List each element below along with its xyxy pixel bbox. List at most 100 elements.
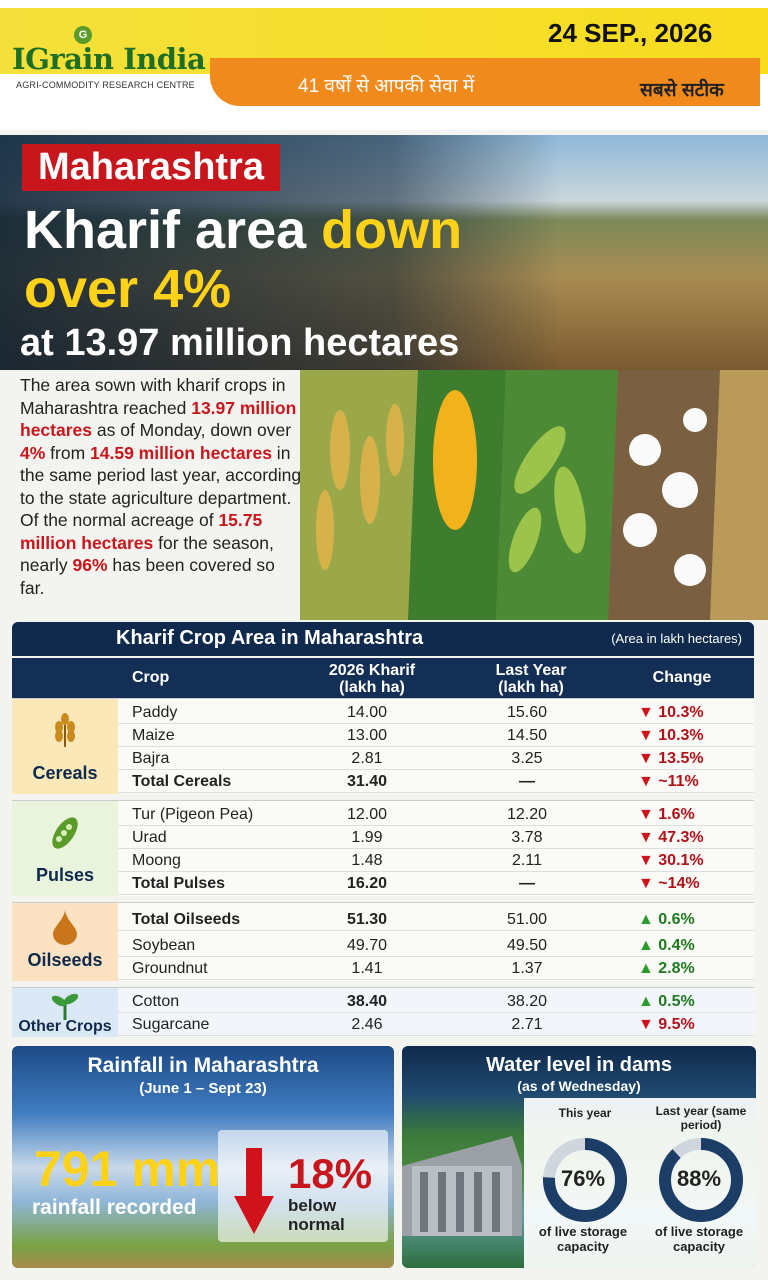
down-arrow-icon: ▼	[638, 829, 659, 846]
dams-ring-panel	[524, 1098, 756, 1268]
crop-group-cereals: Cereals Paddy 14.00 15.60 ▼ 10.3% Maize 13.00 1…	[12, 698, 754, 794]
headline-white: Kharif area	[24, 200, 322, 260]
intro-t6: has been covered so far.	[20, 555, 275, 598]
crop-name: Total Pulses	[132, 875, 226, 892]
crop-group-other-crops: Other Crops Cotton 38.40 38.20 ▲ 0.5% Sugarca…	[12, 987, 754, 1037]
header: G IGrain India AGRI-COMMODITY RESEARCH C…	[0, 0, 768, 130]
crop-name: Total Oilseeds	[132, 911, 241, 928]
down-arrow-icon: ▼	[638, 727, 659, 744]
area-last-year: 3.25	[511, 750, 543, 767]
group-side-panel: Oilseeds	[12, 903, 118, 981]
table-row: Tur (Pigeon Pea) 12.00 12.20 ▼ 1.6%	[118, 803, 754, 826]
area-current: 49.70	[346, 937, 388, 954]
change-value: 13.5%	[658, 750, 704, 767]
table-row: Paddy 14.00 15.60 ▼ 10.3%	[118, 701, 754, 724]
tagline-right: सबसे सटीक	[640, 80, 724, 101]
headline-line2: over 4%	[24, 259, 232, 319]
table-row: Maize 13.00 14.50 ▼ 10.3%	[118, 724, 754, 747]
storage-rings	[543, 1138, 743, 1222]
change-value: 1.6%	[658, 806, 695, 823]
crop-name: Urad	[132, 829, 167, 846]
crop-photo-strip	[300, 370, 768, 620]
rainfall-title: Rainfall in Maharashtra	[87, 1054, 319, 1077]
deviation-label-text: below normal	[288, 1196, 345, 1234]
area-last-year: 49.50	[506, 937, 548, 954]
change-value: ~11%	[658, 773, 699, 790]
change-cell: ▼ 1.6%	[638, 806, 750, 824]
group-side-panel: Cereals	[12, 699, 118, 794]
area-last-year: 12.20	[506, 806, 548, 823]
group-label: Pulses	[35, 865, 95, 885]
dams-card: Water level in dams (as of Wednesday) Th…	[402, 1046, 756, 1268]
area-current: 12.00	[346, 806, 388, 823]
cotton-boll-icon	[623, 408, 707, 586]
change-value: 9.5%	[658, 1016, 695, 1033]
table-row: Soybean 49.70 49.50 ▲ 0.4%	[118, 934, 754, 957]
table-unit-note: (Area in lakh hectares)	[611, 631, 742, 646]
col-cur: 2026 Kharif (lakh ha)	[328, 662, 416, 696]
headline-line3: at 13.97 million hectares	[20, 322, 460, 364]
intro-t3: from	[45, 442, 91, 463]
area-last-year: —	[519, 875, 535, 892]
sprout-icon	[12, 992, 118, 1025]
intro-text-block: The area sown with kharif crops in Mahar…	[0, 370, 302, 620]
rainfall-amount: 791 mm	[34, 1141, 221, 1197]
area-last-year: 1.37	[511, 960, 543, 977]
crop-name: Sugarcane	[132, 1016, 210, 1033]
area-current: 13.00	[346, 727, 388, 744]
rainfall-amount-label: rainfall recorded	[32, 1196, 197, 1219]
area-current: 1.41	[351, 960, 383, 977]
change-value: 0.5%	[658, 993, 695, 1010]
group-side-panel: Pulses	[12, 801, 118, 896]
table-row: Urad 1.99 3.78 ▼ 47.3%	[118, 826, 754, 849]
brand-logo[interactable]: G IGrain India AGRI-COMMODITY RESEARCH C…	[12, 26, 222, 96]
table-title-bar: Kharif Crop Area in Maharashtra (Area in…	[12, 622, 754, 656]
crop-illustrations	[300, 370, 768, 620]
area-current: 51.30	[346, 911, 388, 928]
table-row: Cotton 38.40 38.20 ▲ 0.5%	[118, 990, 754, 1013]
crop-name: Tur (Pigeon Pea)	[132, 806, 254, 823]
this-year-pct: 76%	[560, 1166, 606, 1191]
rainfall-card: Rainfall in Maharashtra (June 1 – Sept 2…	[12, 1046, 394, 1268]
change-cell: ▲ 0.6%	[638, 911, 750, 929]
change-value: ~14%	[658, 875, 700, 892]
area-current: 14.00	[346, 704, 388, 721]
intro-r4: 15.75 million hectares	[20, 510, 263, 553]
change-cell: ▼ 47.3%	[638, 829, 750, 847]
last-year-pct: 88%	[676, 1166, 722, 1191]
header-orange-band	[210, 58, 760, 106]
area-last-year: 51.00	[506, 911, 548, 928]
headline-line1: Kharif area down	[24, 203, 462, 257]
oil-drop-icon	[12, 908, 118, 950]
up-arrow-icon: ▲	[638, 960, 659, 977]
grain-emblem-icon: G	[74, 26, 92, 44]
intro-r1: 13.97 million hectares	[20, 397, 297, 441]
change-value: 2.8%	[658, 960, 695, 977]
down-arrow-icon: ▼	[638, 773, 659, 790]
dam-illustration	[402, 1136, 522, 1236]
brand-subtitle: AGRI-COMMODITY RESEARCH CENTRE	[16, 80, 195, 90]
change-cell: ▼ 10.3%	[638, 727, 750, 745]
dry-field-panel	[710, 370, 768, 620]
up-arrow-icon: ▲	[638, 911, 659, 928]
change-cell: ▼ 13.5%	[638, 750, 750, 768]
area-last-year: 3.78	[511, 829, 543, 846]
change-cell: ▲ 2.8%	[638, 960, 750, 978]
table-row: Total Pulses 16.20 — ▼ ~14%	[118, 872, 754, 895]
change-cell: ▼ 30.1%	[638, 852, 750, 870]
this-year-label: This year	[558, 1106, 612, 1120]
this-year-ring	[543, 1138, 627, 1222]
crop-group-oilseeds: Oilseeds Total Oilseeds 51.30 51.00 ▲ 0.6% So…	[12, 902, 754, 981]
area-last-year: 14.50	[506, 727, 548, 744]
intro-paragraph: The area sown with kharif crops in Mahar…	[20, 374, 302, 599]
change-cell: ▼ ~11%	[638, 773, 750, 791]
area-last-year: 2.11	[512, 852, 542, 869]
change-value: 0.4%	[658, 937, 695, 954]
up-arrow-icon: ▲	[638, 937, 659, 954]
intro-r3: 14.59 million hectares	[90, 442, 272, 463]
crop-name: Bajra	[132, 750, 170, 767]
paddy-icon	[316, 404, 404, 570]
change-value: 47.3%	[658, 829, 704, 846]
up-arrow-icon: ▲	[638, 993, 659, 1010]
intro-t5: for the season, nearly	[20, 532, 274, 576]
